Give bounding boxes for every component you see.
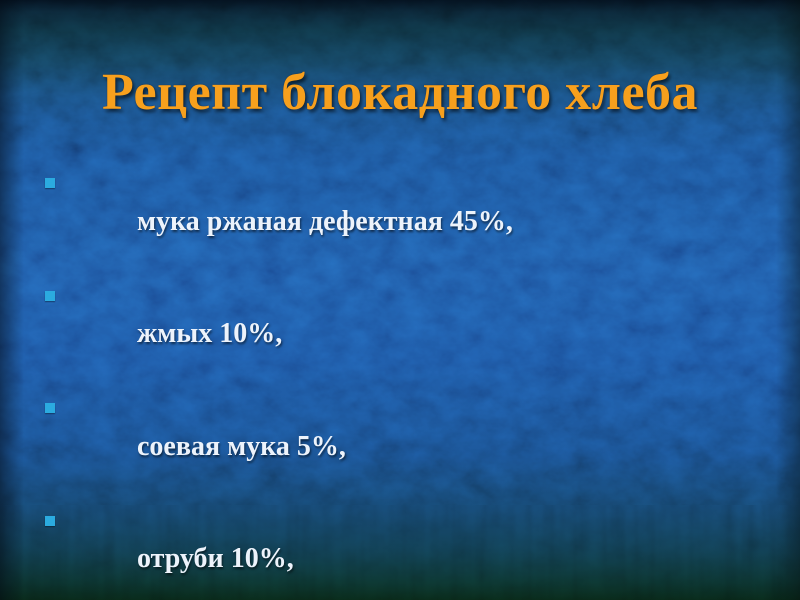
list-item: соевая мука 5%, <box>36 390 762 503</box>
bullet-square-icon <box>45 403 55 414</box>
bullet-square-icon <box>45 515 55 526</box>
list-item-text: жмых 10%, <box>137 318 283 350</box>
list-item-text: отруби 10%, <box>137 543 294 575</box>
list-item-text: соевая мука 5%, <box>137 430 346 462</box>
bullet-square-icon <box>45 290 55 301</box>
bullet-square-icon <box>45 178 55 189</box>
list-item: жмых 10%, <box>36 278 762 391</box>
slide-title: Рецепт блокадного хлеба <box>101 64 699 121</box>
list-item: мука ржаная дефектная 45%, <box>36 165 762 278</box>
bullet-list: мука ржаная дефектная 45%, жмых 10%, сое… <box>36 165 762 600</box>
list-item: отруби 10%, <box>36 503 762 600</box>
list-item-text: мука ржаная дефектная 45%, <box>137 205 513 237</box>
